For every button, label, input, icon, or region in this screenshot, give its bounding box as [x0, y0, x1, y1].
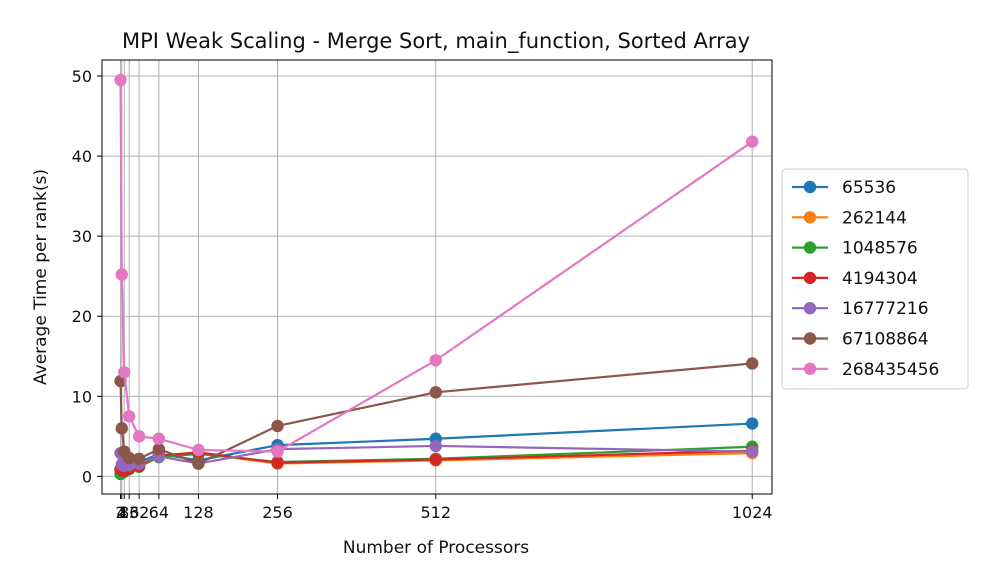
data-point: [115, 268, 128, 281]
series-line: [119, 362, 753, 465]
data-point: [429, 453, 442, 466]
legend-frame: [781, 168, 969, 390]
legend: 65536 262144 1048576 4194304 16777216 6710886…: [781, 168, 969, 390]
data-point: [271, 419, 284, 433]
legend-swatch-marker: [803, 180, 817, 194]
y-tick-label: 20: [72, 307, 92, 326]
series-67108864: [114, 357, 759, 470]
legend-swatch-marker: [803, 271, 817, 285]
y-axis: 0 10 20 30 40 50: [72, 67, 102, 486]
data-point: [115, 422, 128, 435]
x-axis-label: Number of Processors: [343, 538, 529, 558]
legend-item: 67108864: [792, 330, 929, 350]
data-point: [122, 410, 136, 423]
x-tick-label: 16: [119, 503, 139, 522]
data-point: [746, 445, 759, 458]
legend-item: 4194304: [792, 269, 918, 289]
y-tick-label: 30: [72, 227, 92, 246]
data-point: [192, 443, 205, 457]
legend-item: 65536: [792, 178, 896, 198]
legend-label: 16777216: [842, 299, 929, 319]
data-point: [152, 442, 166, 456]
data-point: [192, 457, 205, 470]
x-tick-label: 512: [420, 503, 451, 522]
y-tick-label: 0: [82, 467, 92, 486]
data-point: [746, 417, 759, 430]
legend-item: 268435456: [792, 360, 939, 380]
data-point: [271, 445, 284, 458]
grid: [102, 60, 772, 494]
legend-swatch-marker: [803, 211, 817, 224]
data-point: [429, 386, 442, 399]
x-tick-label: 8: [119, 503, 129, 522]
legend-label: 262144: [842, 208, 907, 228]
legend-swatch-marker: [803, 302, 817, 315]
series-layer: [114, 73, 759, 481]
series-line: [119, 80, 753, 453]
chart-title: MPI Weak Scaling - Merge Sort, main_func…: [122, 29, 750, 54]
y-tick-label: 40: [72, 147, 92, 166]
x-tick-label: 1024: [732, 503, 773, 522]
legend-swatch-marker: [803, 362, 817, 375]
legend-label: 1048576: [842, 239, 918, 259]
data-point: [271, 456, 284, 469]
y-tick-label: 50: [72, 67, 92, 86]
x-tick-label: 128: [183, 503, 214, 522]
legend-item: 1048576: [792, 239, 918, 259]
x-tick-label: 4: [117, 503, 127, 522]
y-axis-label: Average Time per rank(s): [31, 169, 51, 385]
legend-item: 16777216: [792, 299, 929, 319]
plot-area: [101, 59, 773, 495]
x-tick-label: 32: [129, 503, 149, 522]
data-point: [746, 357, 759, 370]
legend-label: 4194304: [842, 269, 918, 289]
legend-item: 262144: [792, 208, 907, 228]
data-point: [114, 73, 127, 87]
data-point: [132, 452, 146, 465]
legend-label: 67108864: [842, 330, 929, 350]
legend-label: 65536: [842, 178, 896, 198]
data-point: [132, 430, 146, 443]
data-point: [429, 439, 442, 453]
legend-label: 268435456: [842, 360, 939, 380]
data-point: [118, 366, 131, 379]
data-point: [746, 135, 759, 148]
x-tick-label: 256: [262, 503, 293, 522]
x-tick-label: 64: [149, 503, 169, 522]
data-point: [122, 451, 136, 465]
data-point: [152, 432, 166, 445]
legend-swatch-marker: [803, 332, 817, 345]
series-268435456: [114, 73, 759, 458]
x-tick-label: 2: [115, 503, 125, 522]
y-tick-label: 10: [72, 387, 92, 406]
data-point: [429, 354, 442, 367]
legend-swatch-marker: [803, 241, 817, 254]
